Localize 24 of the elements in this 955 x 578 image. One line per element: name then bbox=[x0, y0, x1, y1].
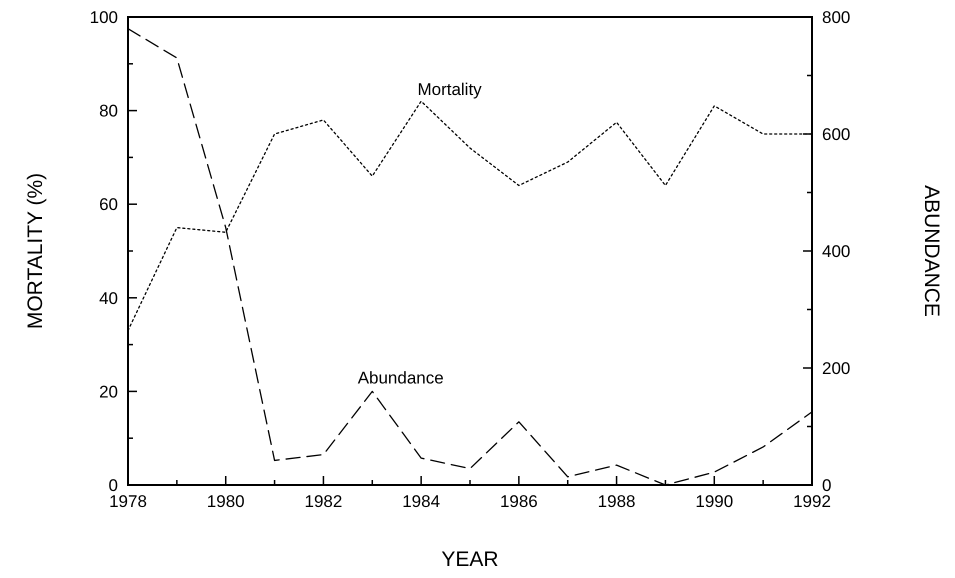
y-tick-label: 0 bbox=[108, 476, 118, 495]
y-tick-label: 60 bbox=[99, 195, 118, 214]
x-tick-label: 1986 bbox=[500, 492, 538, 511]
y2-axis-title: ABUNDANCE bbox=[920, 185, 943, 317]
x-tick-label: 1978 bbox=[109, 492, 147, 511]
x-tick-label: 1990 bbox=[695, 492, 734, 511]
y-tick-label: 40 bbox=[99, 288, 118, 308]
y2-tick-label: 0 bbox=[822, 476, 832, 495]
x-tick-label: 1982 bbox=[304, 492, 342, 511]
x-tick-label: 1988 bbox=[598, 492, 636, 511]
series-label: Abundance bbox=[358, 368, 444, 388]
y2-tick-label: 400 bbox=[822, 242, 850, 261]
x-tick-label: 1992 bbox=[793, 492, 831, 511]
y-tick-label: 20 bbox=[99, 382, 118, 402]
y-axis-title: MORTALITY (%) bbox=[24, 172, 47, 330]
y2-tick-label: 800 bbox=[822, 8, 850, 27]
y2-tick-label: 200 bbox=[822, 359, 850, 378]
y-tick-label: 100 bbox=[90, 8, 118, 27]
x-tick-label: 1984 bbox=[402, 492, 440, 511]
x-axis-title: YEAR bbox=[441, 548, 499, 571]
y2-tick-label: 600 bbox=[822, 125, 850, 144]
y-tick-label: 80 bbox=[99, 102, 118, 121]
series-label: Mortality bbox=[417, 80, 482, 100]
x-tick-label: 1980 bbox=[206, 492, 245, 511]
